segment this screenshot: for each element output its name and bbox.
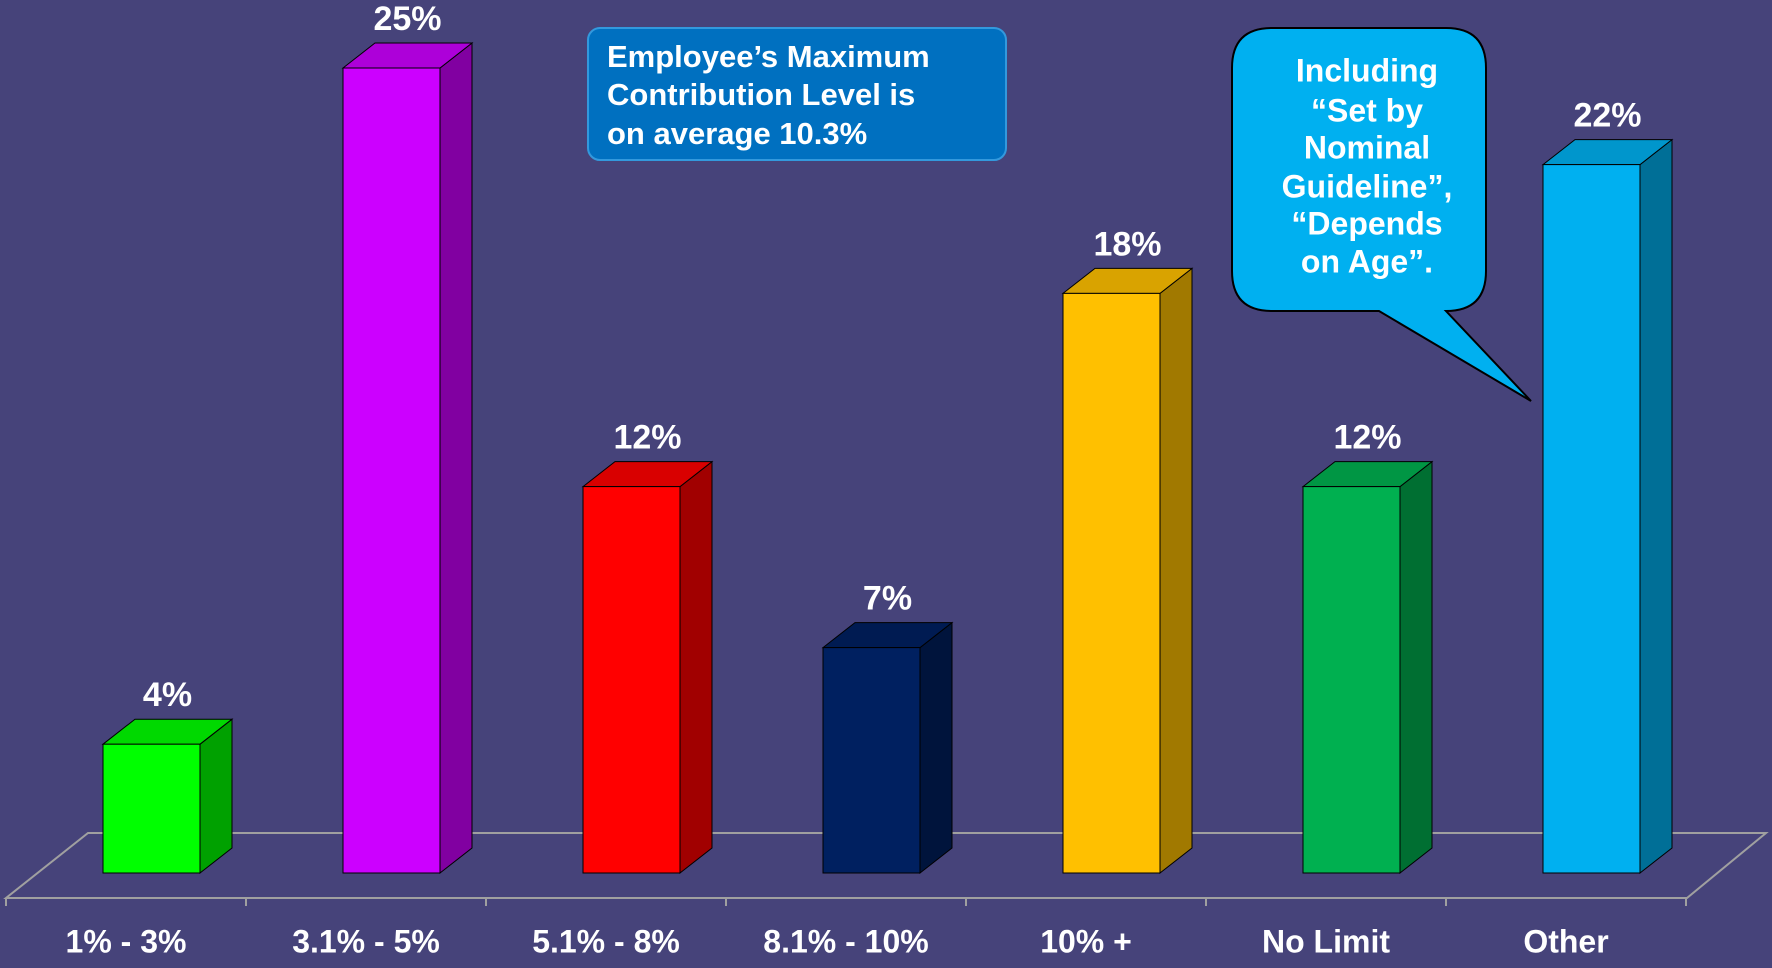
note-text: on average 10.3%	[607, 116, 867, 151]
note-text: Employee’s Maximum	[607, 39, 930, 74]
callout-text: Guideline”,	[1282, 168, 1453, 204]
callout-text: “Set by	[1311, 92, 1423, 128]
bar	[342, 67, 441, 874]
callout-text: on Age”.	[1301, 243, 1433, 279]
bar	[1302, 486, 1401, 874]
callout-text: Including	[1296, 52, 1438, 88]
bar	[1062, 292, 1161, 874]
x-tick-label: 5.1% - 8%	[532, 923, 680, 959]
x-tick-label: 10% +	[1040, 923, 1132, 959]
callout-text: “Depends	[1291, 205, 1442, 241]
bar	[822, 647, 921, 874]
value-label: 18%	[1093, 225, 1161, 263]
value-label: 12%	[1333, 419, 1401, 457]
note-box	[587, 27, 1007, 161]
x-tick-label: 1% - 3%	[66, 923, 187, 959]
bar-side	[1639, 138, 1673, 875]
callout-text: Nominal	[1304, 129, 1430, 165]
value-label: 22%	[1573, 97, 1641, 135]
note-text: Contribution Level is	[607, 77, 915, 112]
bar-side	[199, 718, 233, 875]
bar	[102, 743, 201, 874]
value-label: 25%	[373, 0, 441, 38]
bar-side	[1159, 267, 1193, 875]
bar-side	[439, 41, 473, 875]
bar-side	[919, 621, 953, 875]
bar	[1542, 164, 1641, 874]
x-tick-label: 3.1% - 5%	[292, 923, 440, 959]
value-label: 7%	[863, 580, 912, 618]
bar-side	[679, 460, 713, 875]
x-tick-label: 8.1% - 10%	[763, 923, 928, 959]
bar	[582, 486, 681, 874]
value-label: 12%	[613, 419, 681, 457]
value-label: 4%	[143, 676, 192, 714]
callout	[1231, 27, 1532, 402]
bar-side	[1399, 460, 1433, 875]
x-tick-label: No Limit	[1262, 923, 1390, 959]
x-tick-label: Other	[1523, 923, 1608, 959]
